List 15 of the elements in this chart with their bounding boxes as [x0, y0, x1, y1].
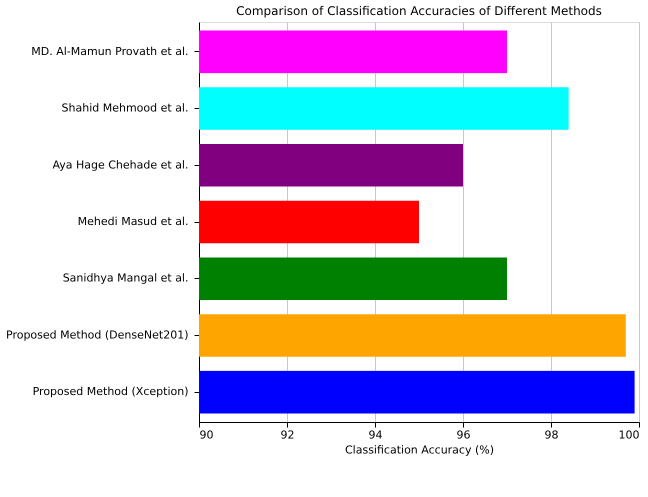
y-tick-label: Aya Hage Chehade et al.: [52, 158, 188, 172]
x-tick-label: 100: [618, 428, 640, 442]
x-tick-label: 98: [544, 428, 558, 442]
x-tick-label: 96: [456, 428, 470, 442]
x-tick-label: 90: [200, 428, 214, 442]
y-tick-label: Proposed Method (DenseNet201): [6, 328, 188, 342]
chart-title: Comparison of Classification Accuracies of Different Methods: [236, 4, 602, 18]
x-tick-label: 92: [280, 428, 294, 442]
x-axis-title: Classification Accuracy (%): [344, 444, 494, 456]
x-tick-label: 94: [368, 428, 382, 442]
y-tick-label: Mehedi Masud et al.: [78, 215, 188, 228]
y-tick-label: Proposed Method (Xception): [32, 385, 188, 398]
y-tick-label: MD. Al-Mamun Provath et al.: [31, 44, 188, 58]
y-tick-label: Shahid Mehmood et al.: [62, 102, 188, 115]
y-tick-label: Sanidhya Mangal et al.: [62, 272, 188, 285]
